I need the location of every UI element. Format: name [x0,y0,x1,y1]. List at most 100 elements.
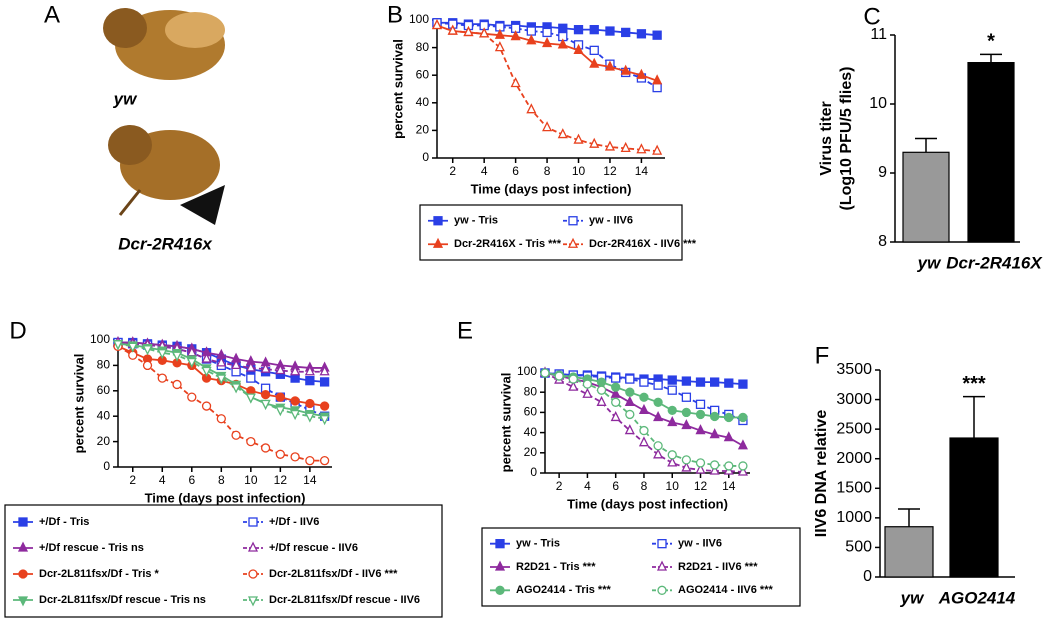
marker [657,585,667,595]
marker [625,374,635,384]
y-axis-label: Virus titer [818,101,835,175]
marker [624,395,635,406]
marker [247,541,259,552]
x-tick-label: 2 [556,479,563,493]
x-tick-label: 8 [544,164,551,178]
marker [479,27,490,38]
x-tick-label: 12 [694,479,708,493]
marker [625,409,635,420]
marker [305,455,315,466]
marker [142,345,153,356]
panel-label: C [863,3,880,30]
marker [260,362,271,373]
marker [495,539,505,549]
marker [245,361,256,372]
y-axis-label: percent survival [498,373,513,473]
panel-label: A [44,1,60,28]
marker [463,25,474,37]
marker [231,430,241,440]
marker [611,373,621,383]
marker [542,27,552,38]
marker [157,349,168,360]
marker [638,436,650,447]
x-axis-label: Time (days post infection) [567,496,728,511]
x-tick-label: 10 [572,164,586,178]
x-tick-label: 2 [129,473,136,487]
marker [246,373,256,383]
bar [967,61,1015,243]
marker [610,387,621,398]
marker [171,351,183,362]
marker [582,379,593,389]
marker [681,376,692,386]
marker [17,596,29,607]
marker [142,360,153,371]
y-tick-label: 2500 [836,420,872,437]
marker [573,133,584,144]
y-tick-label: 100 [90,332,110,346]
marker [724,412,734,423]
y-axis-label: IIV6 DNA relative [813,410,830,538]
marker [260,389,271,400]
marker [695,463,706,474]
marker [656,560,668,571]
y-tick-label: 500 [845,539,872,556]
marker [596,385,607,395]
marker [710,460,720,470]
marker [275,392,285,402]
marker [216,374,227,385]
marker [652,74,663,85]
marker [431,19,443,30]
legend-label: Dcr-2L811fsx/Df - Tris * [39,568,160,580]
marker [432,237,444,248]
marker [737,439,748,450]
marker [201,366,212,377]
marker [18,517,28,527]
legend-label: yw - Tris [516,538,560,550]
marker [186,357,197,369]
y-tick-label: 0 [422,150,429,164]
y-tick-label: 0 [863,568,872,585]
marker [582,387,593,398]
marker [495,585,505,595]
marker [709,428,720,439]
y-tick-label: 40 [416,95,430,109]
y-tick-label: 11 [870,26,887,43]
y-tick-label: 0 [530,465,537,479]
x-tick-label: 10 [666,479,680,493]
marker [639,425,649,436]
legend-label: Dcr-2R416X - Tris *** [454,238,562,250]
x-axis-label: Time (days post infection) [471,181,632,196]
marker [596,377,607,387]
panel-label: F [815,342,830,369]
x-tick-label: 4 [159,473,166,487]
y-tick-label: 40 [524,425,538,439]
marker [260,399,271,410]
marker [604,140,616,151]
x-tick-label: yw [900,588,925,607]
y-tick-label: 100 [517,364,537,378]
y-tick-label: 10 [869,95,887,112]
marker [723,431,734,442]
y-tick-label: 1500 [836,480,872,497]
x-tick-label: 14 [635,164,649,178]
bar [902,151,950,243]
legend-label: Dcr-2L811fsx/Df - IIV6 *** [269,568,398,580]
y-tick-label: 80 [97,358,111,372]
image-label: yw [113,89,138,108]
marker [589,25,599,35]
marker [604,60,616,71]
marker [695,424,706,435]
x-tick-label: 14 [303,473,317,487]
legend-label: R2D21 - IIV6 *** [678,561,758,573]
marker [246,436,256,447]
marker [304,412,315,423]
marker [681,455,692,465]
marker [290,396,300,406]
y-tick-label: 80 [524,384,538,398]
marker [447,24,458,35]
marker [216,356,227,367]
marker [216,414,226,424]
bar [949,437,999,578]
panel-label: D [9,317,26,344]
